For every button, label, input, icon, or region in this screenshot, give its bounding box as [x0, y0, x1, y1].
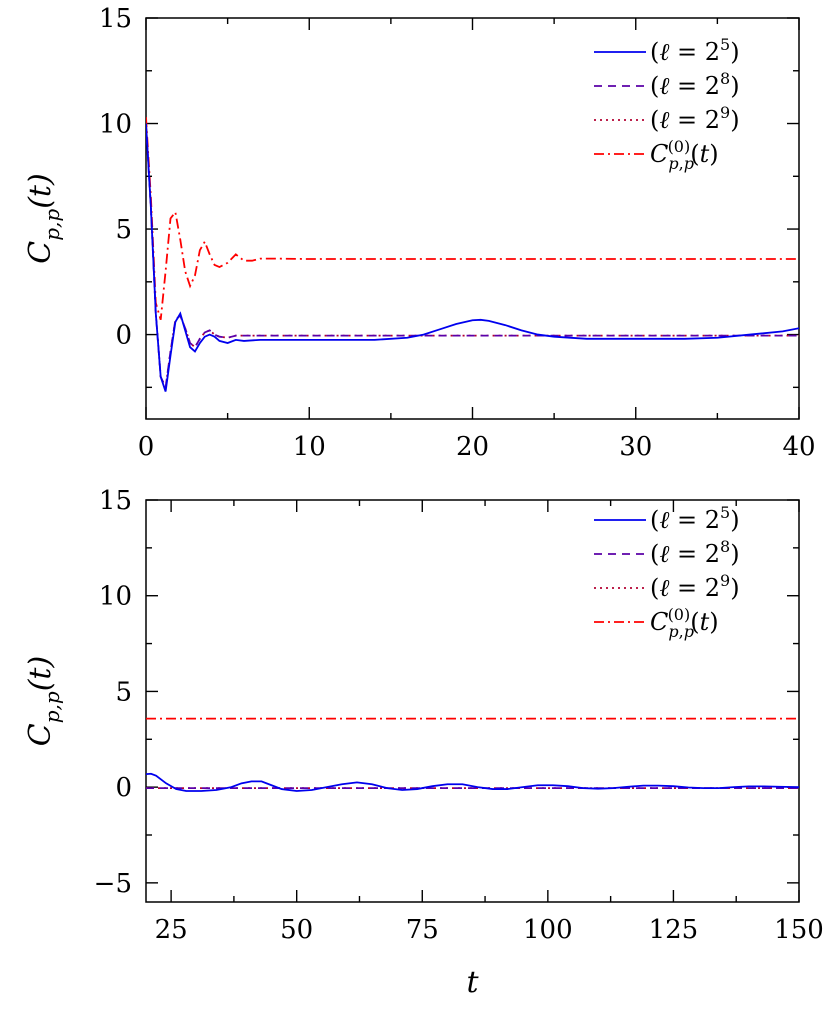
y-tick-label: 10 [99, 110, 132, 140]
series-line-0 [146, 123, 799, 392]
x-axis-label: t [466, 965, 479, 1000]
x-tick-label: 100 [523, 915, 573, 945]
chart-top: 0 10 20 30 40 0 5 10 15 Cp,p(t) (ℓ = 25)(ℓ = 28)(ℓ… [23, 4, 816, 462]
y-axis-label: Cp,p(t) [23, 656, 64, 746]
plot-area [146, 117, 799, 392]
y-tick-label: 10 [99, 582, 132, 612]
series-line-3 [146, 117, 799, 321]
y-tick-label: −5 [94, 869, 132, 899]
x-tick-label: 10 [293, 432, 326, 462]
legend-label: (ℓ = 28) [650, 537, 740, 568]
x-tick-label: 125 [649, 915, 699, 945]
legend: (ℓ = 25)(ℓ = 28)(ℓ = 29)Cp,p(0)(t) [594, 503, 740, 641]
series-line-1 [146, 123, 799, 391]
y-tick-label: 5 [115, 215, 132, 245]
legend-label: (ℓ = 29) [650, 103, 740, 134]
x-tick-label: 0 [138, 432, 155, 462]
y-tick-label: 0 [115, 321, 132, 351]
legend-label: (ℓ = 25) [650, 503, 740, 534]
y-tick-label: 5 [115, 677, 132, 707]
plot-frame [145, 499, 800, 903]
x-tick-label: 20 [456, 432, 489, 462]
legend-label: (ℓ = 28) [650, 69, 740, 100]
legend-label: (ℓ = 25) [650, 35, 740, 66]
x-tick-label: 25 [155, 915, 188, 945]
x-tick-label: 150 [774, 915, 824, 945]
x-tick-label: 75 [406, 915, 439, 945]
y-axis-label: Cp,p(t) [23, 173, 64, 263]
x-tick-label: 40 [782, 432, 815, 462]
plot-area [146, 717, 799, 792]
y-tick-label: 15 [99, 486, 132, 516]
legend: (ℓ = 25)(ℓ = 28)(ℓ = 29)Cp,p(0)(t) [594, 35, 740, 173]
y-tick-label: 15 [99, 4, 132, 34]
legend-label: (ℓ = 29) [650, 571, 740, 602]
legend-label: Cp,p(0)(t) [650, 137, 719, 173]
x-tick-label: 30 [619, 432, 652, 462]
y-tick-label: 0 [115, 773, 132, 803]
series-line-0 [146, 772, 799, 792]
x-tick-label: 50 [280, 915, 313, 945]
legend-label: Cp,p(0)(t) [650, 605, 719, 641]
